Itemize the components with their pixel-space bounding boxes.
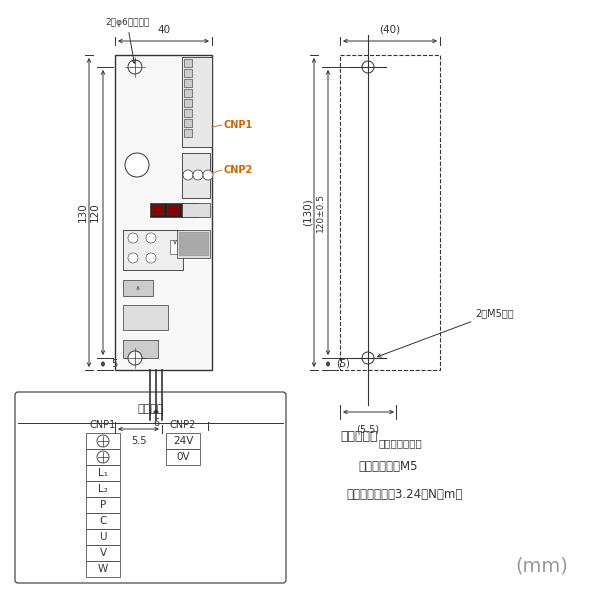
Text: ねじサイズ：M5: ねじサイズ：M5: [358, 460, 418, 473]
Circle shape: [97, 451, 109, 463]
Text: 130: 130: [78, 203, 88, 223]
Bar: [86, 497, 120, 513]
Text: 取付けねじ: 取付けねじ: [340, 430, 377, 443]
Bar: [184, 69, 192, 77]
Bar: [179, 232, 208, 255]
Circle shape: [125, 153, 149, 177]
Text: (5): (5): [336, 359, 350, 369]
Text: 6: 6: [153, 418, 159, 428]
Circle shape: [183, 170, 193, 180]
Text: 5.5: 5.5: [131, 436, 146, 446]
Text: CNP1: CNP1: [224, 120, 253, 130]
Bar: [184, 129, 192, 137]
Bar: [166, 449, 200, 465]
Bar: [167, 205, 179, 215]
Bar: [86, 513, 120, 529]
FancyBboxPatch shape: [15, 392, 286, 583]
Bar: [182, 203, 210, 217]
Bar: [86, 481, 120, 497]
Text: 0V: 0V: [176, 452, 190, 462]
Text: U: U: [99, 532, 107, 542]
Bar: [123, 280, 153, 296]
Text: 取付け穴加工図: 取付け穴加工図: [378, 438, 422, 448]
Circle shape: [128, 60, 142, 74]
Text: W: W: [98, 564, 108, 574]
Bar: [86, 529, 120, 545]
Bar: [184, 99, 192, 107]
Bar: [86, 433, 120, 449]
Bar: [86, 545, 120, 561]
Bar: [166, 433, 200, 449]
Text: 24V: 24V: [173, 436, 193, 446]
Text: (mm): (mm): [515, 557, 568, 576]
Bar: [182, 153, 210, 198]
Text: L₁: L₁: [98, 468, 108, 478]
Circle shape: [128, 233, 138, 243]
Bar: [86, 465, 120, 481]
Circle shape: [203, 170, 213, 180]
Text: P: P: [100, 500, 106, 510]
Bar: [152, 205, 164, 215]
Bar: [86, 449, 120, 465]
Circle shape: [128, 253, 138, 263]
Circle shape: [362, 352, 374, 364]
Bar: [182, 57, 212, 147]
Circle shape: [146, 253, 156, 263]
Text: CNP1: CNP1: [90, 420, 116, 430]
Text: CNP2: CNP2: [224, 165, 253, 175]
Text: (5.5): (5.5): [356, 425, 380, 435]
Circle shape: [128, 351, 142, 365]
Circle shape: [193, 170, 203, 180]
Text: CNP2: CNP2: [170, 420, 196, 430]
Text: 2－M5ねじ: 2－M5ねじ: [377, 308, 514, 357]
Text: 5: 5: [111, 359, 117, 369]
Circle shape: [362, 61, 374, 73]
Text: 端子配列: 端子配列: [137, 404, 164, 414]
Text: C: C: [100, 516, 107, 526]
Circle shape: [97, 435, 109, 447]
Bar: [184, 59, 192, 67]
Bar: [123, 230, 183, 270]
Bar: [184, 119, 192, 127]
Bar: [184, 89, 192, 97]
Bar: [184, 79, 192, 87]
Bar: [182, 205, 194, 215]
Text: V: V: [100, 548, 107, 558]
Text: 締付けトルク：3.24［N・m］: 締付けトルク：3.24［N・m］: [346, 488, 463, 501]
Bar: [177, 230, 210, 258]
Bar: [170, 240, 180, 254]
Bar: [123, 340, 158, 358]
Text: 120: 120: [90, 203, 100, 223]
Text: (40): (40): [379, 25, 401, 35]
Text: L₂: L₂: [98, 484, 108, 494]
Bar: [184, 109, 192, 117]
Text: 2－φ6取付け穴: 2－φ6取付け穴: [105, 18, 149, 63]
Bar: [115, 55, 212, 370]
Bar: [86, 561, 120, 577]
Text: 120±0.5: 120±0.5: [316, 193, 325, 232]
Bar: [340, 55, 440, 370]
Text: 40: 40: [157, 25, 170, 35]
Circle shape: [146, 233, 156, 243]
Bar: [123, 305, 168, 330]
Bar: [150, 203, 198, 217]
Text: (130): (130): [303, 199, 313, 226]
